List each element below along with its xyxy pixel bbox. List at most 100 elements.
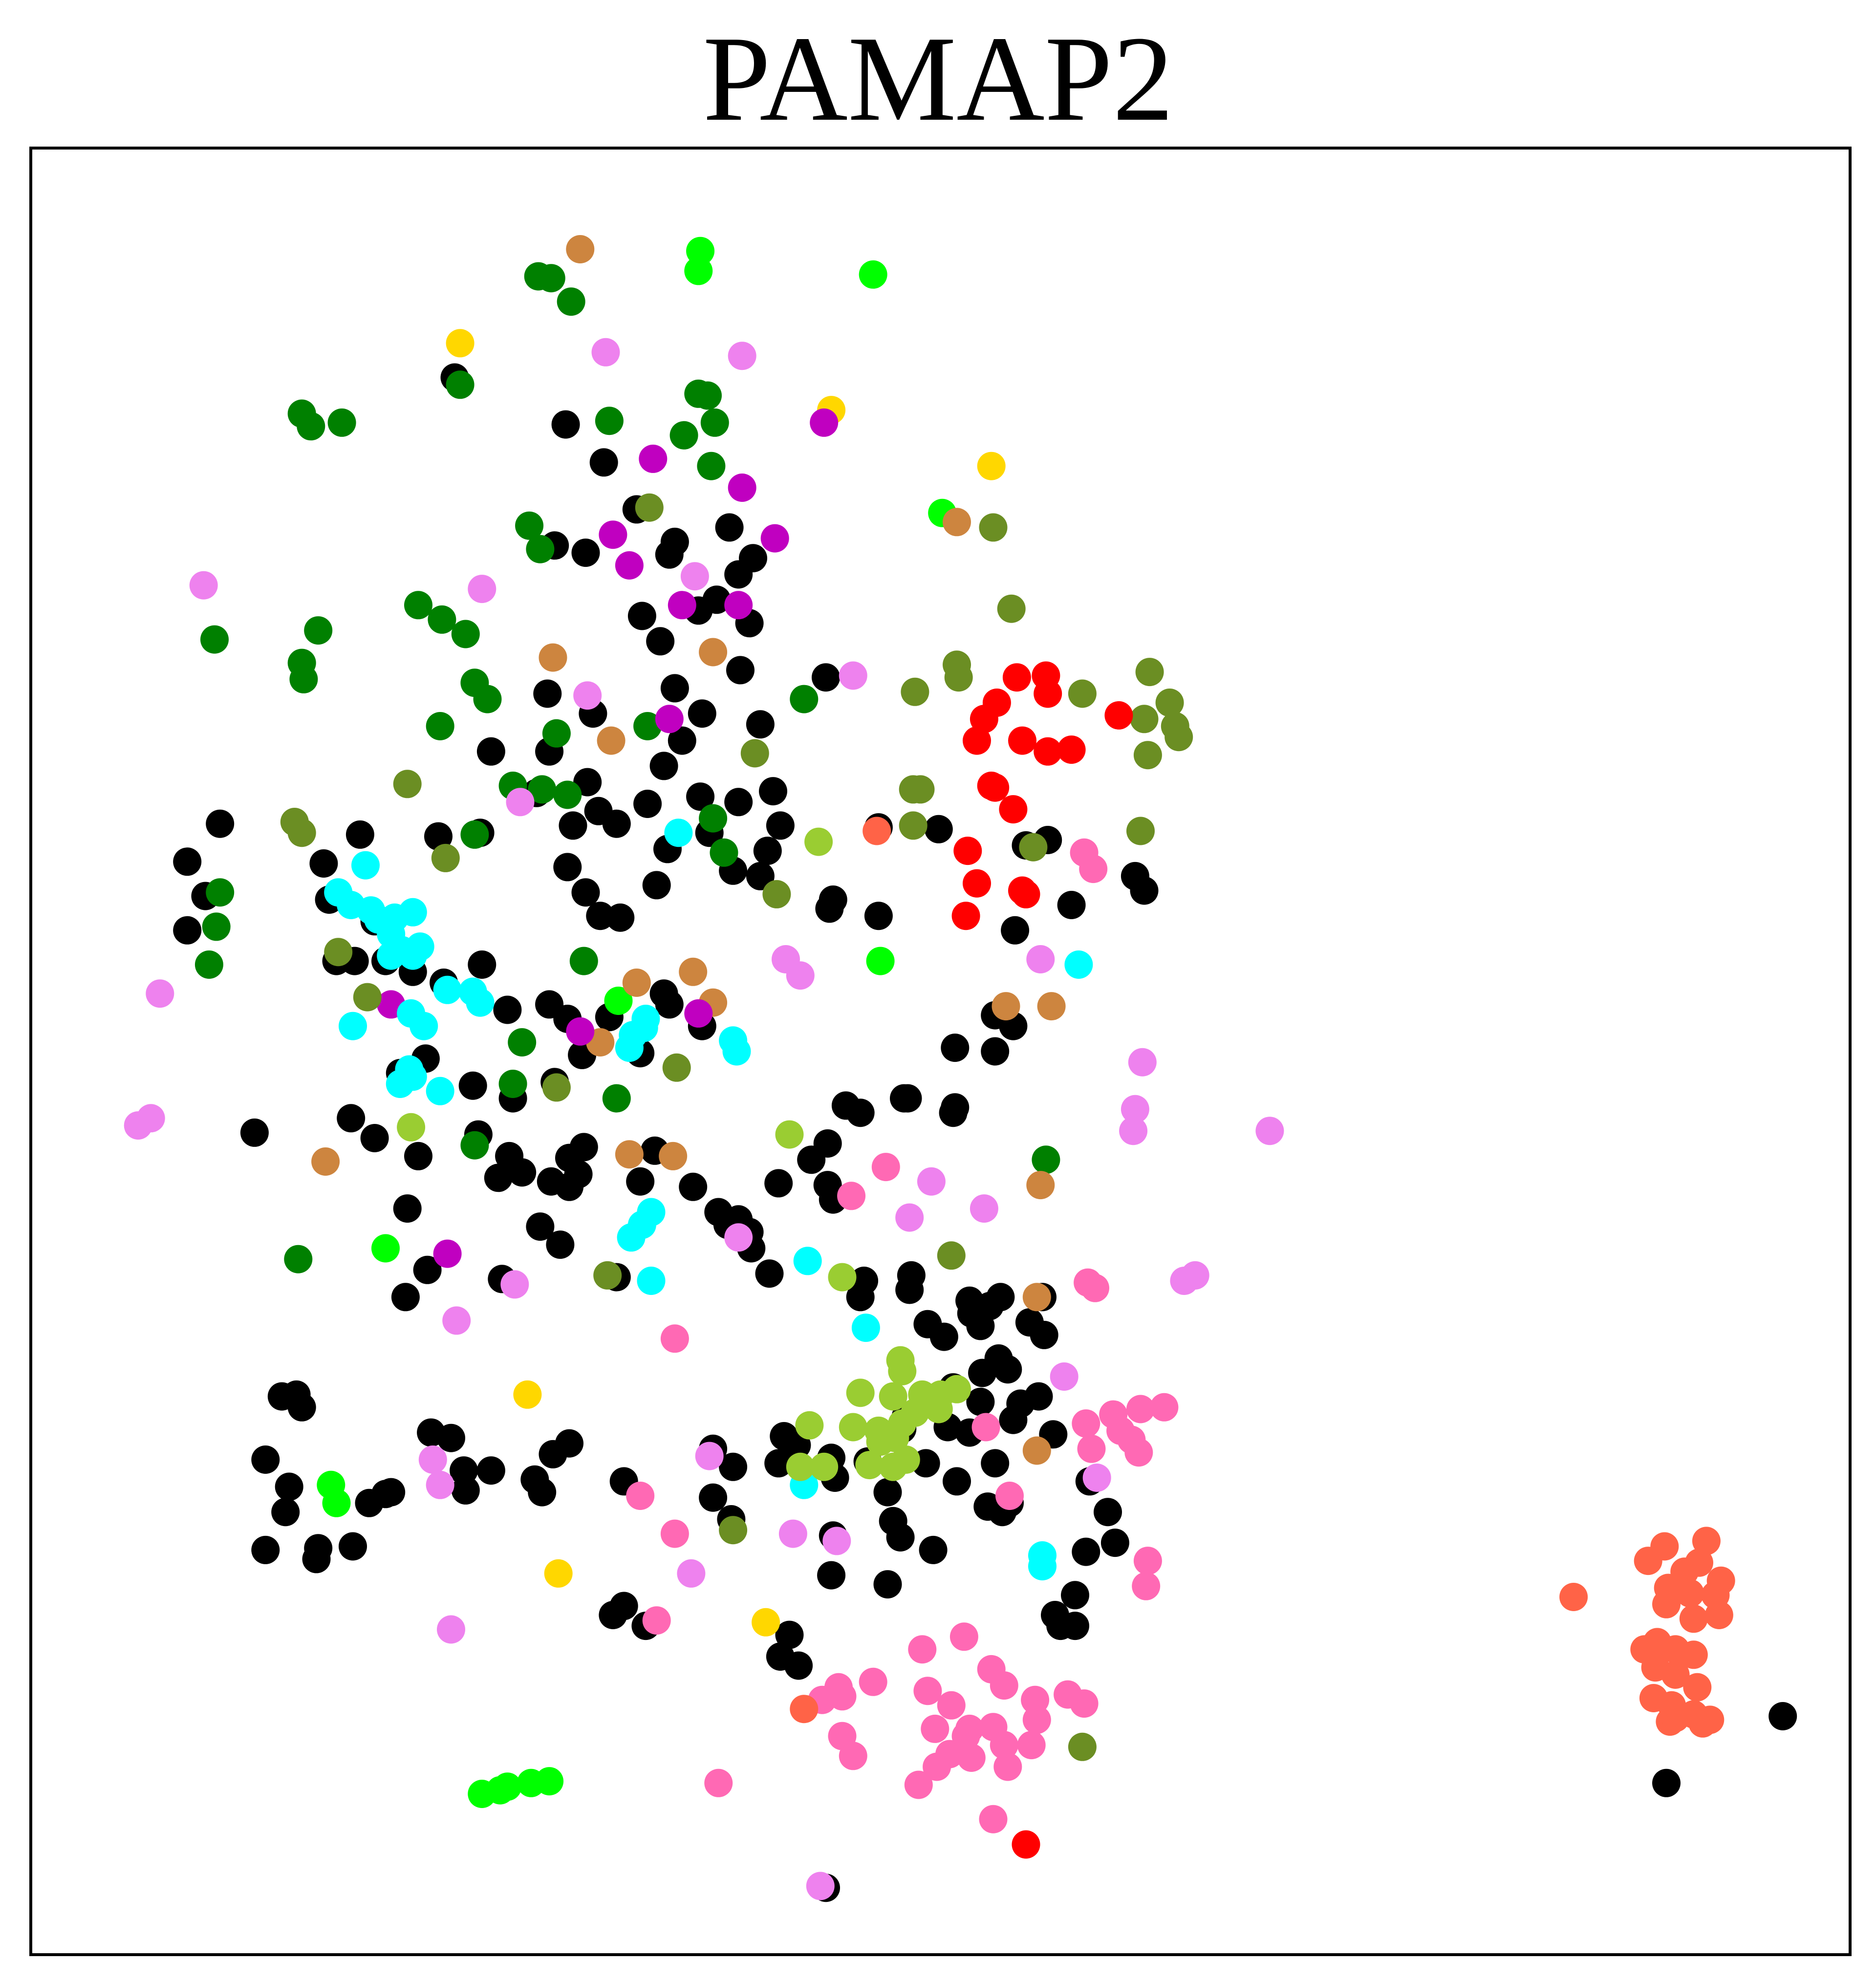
- data-point: [1022, 1705, 1051, 1734]
- data-point: [746, 710, 775, 739]
- data-point: [595, 407, 624, 435]
- data-point: [797, 1145, 826, 1174]
- data-point: [351, 851, 380, 880]
- chart-title: PAMAP2: [703, 11, 1174, 147]
- data-point: [655, 540, 684, 569]
- data-point: [684, 999, 713, 1028]
- data-point: [924, 815, 953, 843]
- data-point: [804, 827, 833, 856]
- data-point: [426, 712, 454, 740]
- data-point: [1002, 663, 1031, 692]
- data-point: [508, 1158, 537, 1187]
- data-point: [200, 625, 229, 654]
- data-point: [1100, 1529, 1129, 1557]
- data-point: [879, 1382, 907, 1411]
- data-point: [764, 1449, 793, 1478]
- data-point: [360, 1124, 389, 1152]
- data-point: [790, 685, 819, 713]
- data-point: [828, 1263, 857, 1292]
- data-point: [206, 809, 235, 838]
- data-point: [746, 862, 775, 890]
- data-point: [957, 1744, 986, 1772]
- data-point: [888, 1357, 917, 1385]
- data-point: [859, 260, 887, 289]
- data-point: [446, 329, 474, 358]
- data-point: [642, 1606, 671, 1635]
- data-point: [173, 847, 202, 876]
- data-point: [569, 1133, 598, 1162]
- data-point: [553, 853, 582, 882]
- data-point: [1019, 833, 1048, 862]
- data-point: [704, 1768, 733, 1797]
- data-point: [851, 1314, 880, 1342]
- data-point: [679, 957, 708, 986]
- data-point: [1679, 1640, 1708, 1669]
- data-point: [627, 602, 656, 630]
- data-point: [979, 513, 1008, 542]
- data-point: [822, 1527, 851, 1555]
- data-point: [715, 513, 744, 542]
- data-point: [1001, 916, 1030, 945]
- data-point: [539, 1440, 567, 1468]
- data-point: [1181, 1261, 1209, 1290]
- data-point: [515, 511, 544, 540]
- data-point: [913, 1677, 942, 1705]
- data-point: [1017, 1731, 1046, 1760]
- data-point: [353, 983, 382, 1012]
- data-point: [442, 1306, 471, 1335]
- data-point: [722, 1037, 751, 1066]
- data-point: [997, 594, 1026, 623]
- data-point: [937, 1241, 966, 1270]
- data-point: [724, 1223, 753, 1252]
- data-point: [929, 1322, 958, 1351]
- data-point: [1683, 1673, 1712, 1702]
- data-point: [1022, 1436, 1051, 1465]
- data-point: [433, 1239, 462, 1268]
- data-point: [963, 726, 991, 755]
- data-point: [564, 1160, 593, 1188]
- data-point: [136, 1104, 165, 1133]
- data-point: [941, 1034, 970, 1062]
- data-point: [1255, 1117, 1284, 1145]
- data-point: [1135, 658, 1164, 687]
- data-point: [484, 1164, 513, 1192]
- data-point: [446, 370, 474, 399]
- data-point: [1150, 1393, 1179, 1422]
- data-point: [345, 820, 374, 849]
- data-point: [662, 1053, 691, 1082]
- data-point: [1124, 1438, 1153, 1467]
- data-point: [1704, 1601, 1733, 1629]
- data-point: [863, 817, 891, 845]
- data-point: [599, 520, 627, 549]
- data-point: [873, 1478, 902, 1507]
- plot-area-frame: [29, 147, 1852, 1956]
- data-point: [426, 1077, 454, 1105]
- data-point: [664, 819, 693, 847]
- data-point: [1012, 1830, 1040, 1859]
- data-point: [337, 1104, 366, 1133]
- data-point: [1126, 1395, 1155, 1423]
- data-point: [424, 822, 453, 851]
- data-point: [943, 508, 971, 537]
- data-point: [604, 987, 633, 1015]
- data-point: [626, 1167, 655, 1196]
- data-point: [937, 1691, 966, 1720]
- data-point: [591, 338, 620, 366]
- data-point: [660, 674, 689, 703]
- data-point: [981, 1037, 1010, 1066]
- data-point: [660, 1519, 689, 1548]
- data-point: [1688, 1709, 1717, 1738]
- data-point: [943, 1375, 971, 1403]
- data-point: [1057, 735, 1086, 764]
- data-point: [508, 1028, 537, 1056]
- data-point: [1061, 1581, 1089, 1610]
- data-point: [1768, 1702, 1797, 1730]
- data-point: [786, 961, 815, 990]
- data-point: [304, 616, 333, 645]
- data-point: [935, 1740, 964, 1768]
- data-point: [615, 551, 644, 580]
- data-point: [553, 780, 582, 809]
- data-point: [206, 878, 235, 907]
- data-point: [649, 752, 678, 780]
